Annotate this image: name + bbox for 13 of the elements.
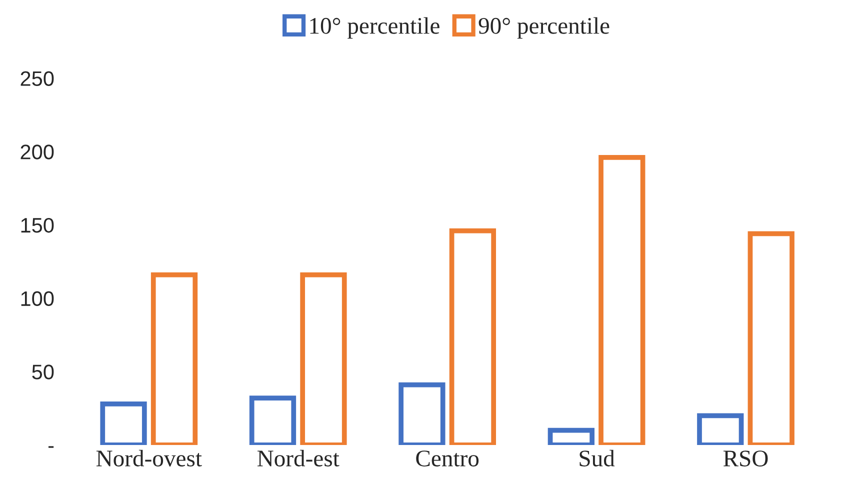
y-tick-label: 200 — [20, 144, 54, 160]
x-tick-label: Nord-est — [257, 450, 340, 466]
y-tick-label: 50 — [32, 364, 54, 380]
y-tick-label: - — [48, 446, 54, 448]
legend-label: 10° percentile — [310, 17, 440, 39]
legend-label: 90° percentile — [478, 17, 610, 39]
x-tick-label: RSO — [723, 450, 768, 466]
x-tick-label: Sud — [580, 450, 615, 466]
y-tick-label: 250 — [20, 71, 54, 86]
y-tick-label: 100 — [21, 291, 54, 306]
x-tick-label: Centro — [416, 450, 479, 466]
y-tick-label: 150 — [21, 218, 54, 233]
x-tick-label: Nord-ovest — [96, 450, 202, 466]
